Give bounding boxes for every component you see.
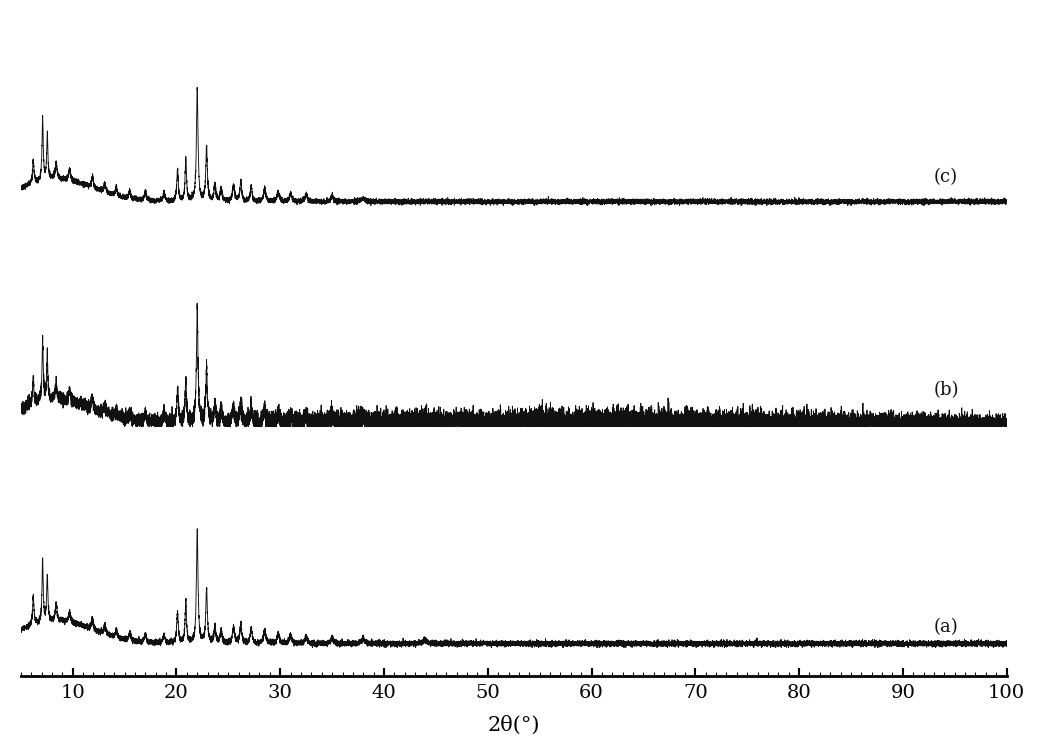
Text: (a): (a) bbox=[934, 618, 959, 637]
X-axis label: 2θ(°): 2θ(°) bbox=[487, 716, 540, 735]
Text: (c): (c) bbox=[934, 169, 958, 187]
Text: (b): (b) bbox=[934, 382, 959, 399]
